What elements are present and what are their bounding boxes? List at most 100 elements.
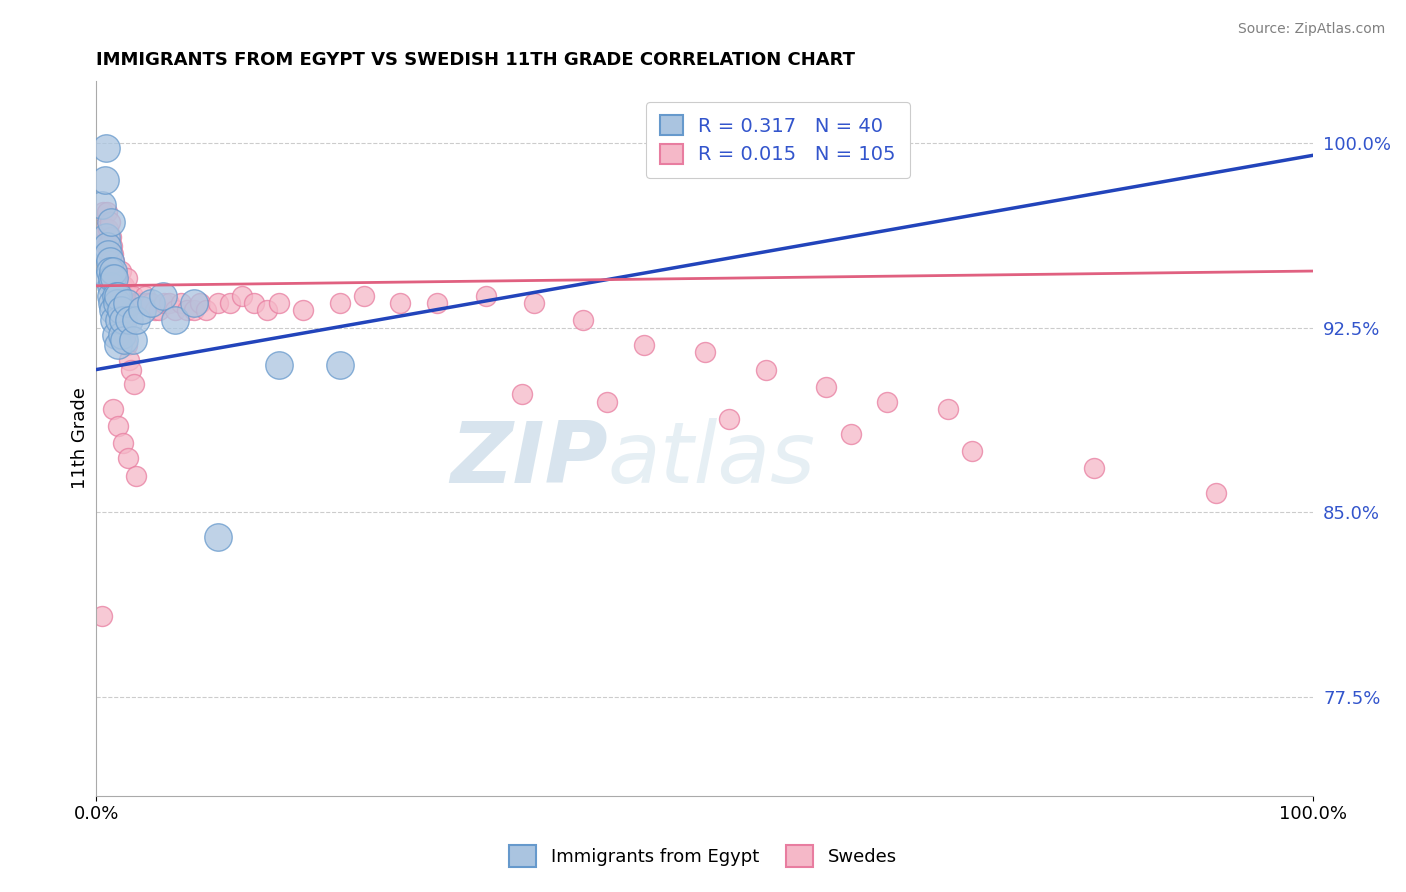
- Point: [329, 358, 352, 372]
- Point: [103, 278, 125, 293]
- Point: [100, 278, 122, 293]
- Text: atlas: atlas: [607, 418, 815, 501]
- Point: [107, 288, 129, 302]
- Text: Source: ZipAtlas.com: Source: ZipAtlas.com: [1237, 22, 1385, 37]
- Point: [111, 328, 134, 343]
- Point: [936, 402, 959, 417]
- Point: [120, 288, 142, 302]
- Point: [101, 264, 124, 278]
- Point: [103, 271, 125, 285]
- Point: [121, 288, 143, 302]
- Point: [115, 271, 138, 285]
- Point: [93, 222, 115, 236]
- Point: [110, 303, 132, 318]
- Point: [131, 296, 153, 310]
- Point: [104, 328, 127, 343]
- Point: [118, 313, 141, 327]
- Legend: R = 0.317   N = 40, R = 0.015   N = 105: R = 0.317 N = 40, R = 0.015 N = 105: [645, 102, 910, 178]
- Point: [219, 296, 242, 310]
- Point: [101, 239, 124, 253]
- Point: [112, 303, 135, 318]
- Point: [134, 288, 156, 302]
- Point: [93, 173, 115, 187]
- Point: [107, 278, 129, 293]
- Point: [112, 328, 135, 343]
- Point: [98, 239, 121, 253]
- Point: [243, 296, 266, 310]
- Point: [103, 264, 125, 278]
- Point: [117, 451, 139, 466]
- Point: [267, 358, 290, 372]
- Point: [98, 254, 121, 268]
- Point: [256, 303, 278, 318]
- Point: [157, 296, 180, 310]
- Point: [91, 229, 114, 244]
- Point: [148, 303, 170, 318]
- Point: [115, 338, 138, 352]
- Point: [115, 296, 138, 310]
- Point: [104, 288, 127, 302]
- Point: [183, 296, 205, 310]
- Point: [231, 288, 253, 302]
- Point: [100, 215, 122, 229]
- Point: [962, 443, 984, 458]
- Point: [353, 288, 375, 302]
- Point: [103, 254, 125, 268]
- Point: [96, 205, 118, 219]
- Point: [101, 296, 124, 310]
- Point: [101, 264, 124, 278]
- Point: [107, 303, 129, 318]
- Point: [152, 288, 174, 302]
- Point: [108, 303, 131, 318]
- Point: [105, 288, 128, 302]
- Point: [165, 303, 187, 318]
- Point: [118, 296, 141, 310]
- Point: [839, 426, 862, 441]
- Point: [718, 412, 741, 426]
- Point: [127, 296, 149, 310]
- Text: ZIP: ZIP: [450, 418, 607, 501]
- Point: [103, 313, 125, 327]
- Point: [329, 296, 352, 310]
- Point: [117, 303, 139, 318]
- Point: [107, 419, 129, 434]
- Point: [118, 352, 141, 367]
- Point: [111, 278, 134, 293]
- Point: [815, 380, 838, 394]
- Point: [188, 296, 211, 310]
- Point: [876, 394, 898, 409]
- Point: [108, 313, 131, 327]
- Point: [94, 229, 117, 244]
- Point: [125, 313, 148, 327]
- Point: [111, 436, 134, 450]
- Point: [143, 303, 166, 318]
- Point: [139, 296, 162, 310]
- Point: [94, 239, 117, 253]
- Point: [97, 222, 120, 236]
- Point: [510, 387, 533, 401]
- Point: [693, 345, 716, 359]
- Point: [108, 288, 131, 302]
- Point: [96, 239, 118, 253]
- Point: [101, 271, 124, 285]
- Point: [104, 264, 127, 278]
- Point: [136, 296, 159, 310]
- Point: [96, 239, 118, 253]
- Point: [114, 288, 136, 302]
- Point: [121, 362, 143, 376]
- Point: [111, 313, 134, 327]
- Point: [91, 197, 114, 211]
- Point: [114, 313, 136, 327]
- Point: [105, 296, 128, 310]
- Point: [153, 296, 176, 310]
- Point: [105, 271, 128, 285]
- Point: [207, 530, 229, 544]
- Point: [105, 296, 128, 310]
- Point: [112, 333, 135, 347]
- Point: [111, 303, 134, 318]
- Point: [90, 215, 112, 229]
- Point: [97, 271, 120, 285]
- Point: [110, 296, 132, 310]
- Point: [207, 296, 229, 310]
- Point: [97, 247, 120, 261]
